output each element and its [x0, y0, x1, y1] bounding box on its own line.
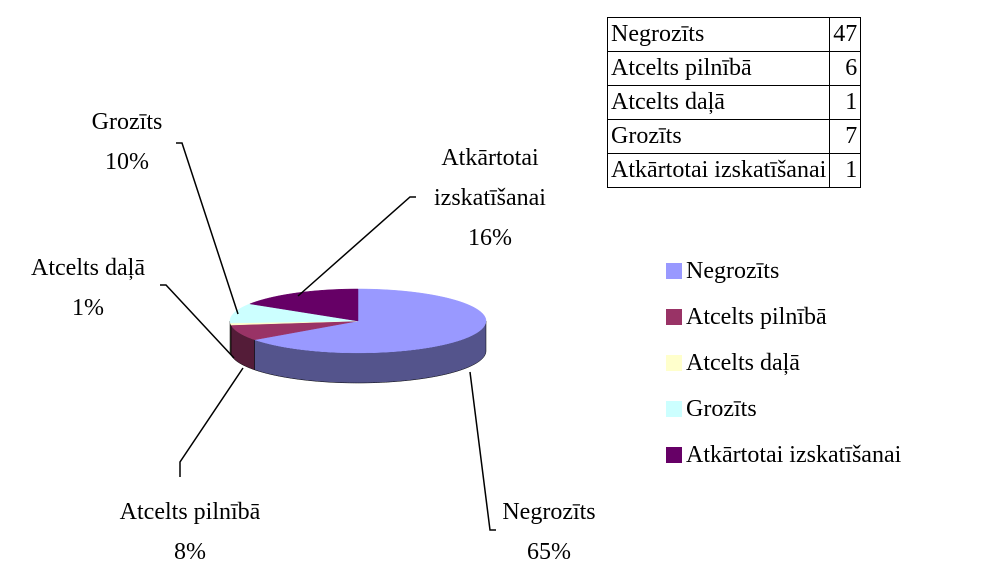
table-cell: Atcelts daļā [606, 85, 831, 120]
slice [229, 303, 359, 324]
label-name: Grozīts [91, 109, 163, 135]
table-cell: 47 [829, 17, 862, 52]
data-label: Atcelts daļā 1% [31, 248, 145, 328]
leader-line [297, 196, 416, 297]
data-table: Negrozīts 47 Atcelts pilnībā 6 Atcelts daļā 1… [606, 17, 862, 188]
leader-line [176, 142, 239, 315]
leader-line [469, 371, 496, 531]
slice [254, 288, 487, 354]
legend-swatch [666, 355, 682, 371]
data-label: Atkārtotai izskatīšanai 16% [405, 138, 575, 258]
legend-swatch [666, 401, 682, 417]
table-cell: Grozīts [606, 119, 831, 154]
slice [230, 320, 359, 341]
label-value: 1% [71, 295, 104, 321]
table-cell: Negrozīts [606, 17, 831, 52]
table-row: Grozīts 7 [606, 119, 862, 154]
table-cell: 7 [829, 119, 862, 154]
data-label: Atcelts pilnībā 8% [120, 492, 261, 565]
table-row: Atcelts daļā 1 [606, 85, 862, 120]
data-label: Grozīts 10% [92, 102, 163, 182]
table-cell: 1 [829, 153, 862, 188]
label-value: 16% [468, 225, 512, 251]
legend-label: Atkārtotai izskatīšanai [686, 442, 902, 468]
label-name: Atkārtotai izskatīšanai [434, 145, 546, 211]
data-label: Negrozīts 65% [502, 492, 595, 565]
label-value: 65% [527, 539, 571, 565]
legend-label: Atcelts daļā [686, 350, 800, 376]
legend-swatch [666, 263, 682, 279]
legend-label: Grozīts [686, 396, 757, 422]
legend-label: Negrozīts [686, 258, 780, 284]
table-row: Atcelts pilnībā 6 [606, 51, 862, 86]
legend-label: Atcelts pilnībā [686, 304, 827, 330]
label-name: Atcelts pilnībā [119, 499, 261, 525]
table-row: Negrozīts 47 [606, 17, 862, 52]
table-cell: Atkārtotai izskatīšanai [606, 153, 831, 188]
label-name: Negrozīts [502, 499, 596, 525]
label-name: Atcelts daļā [31, 255, 145, 281]
label-value: 10% [105, 149, 149, 175]
slice [248, 288, 359, 322]
table-cell: Atcelts pilnībā [606, 51, 831, 86]
label-value: 8% [173, 539, 206, 565]
table-cell: 1 [829, 85, 862, 120]
leader-line [160, 284, 235, 359]
legend-swatch [666, 447, 682, 463]
table-cell: 6 [829, 51, 862, 86]
leader-line [179, 367, 244, 477]
legend-swatch [666, 309, 682, 325]
table-row: Atkārtotai izskatīšanai 1 [606, 153, 862, 188]
